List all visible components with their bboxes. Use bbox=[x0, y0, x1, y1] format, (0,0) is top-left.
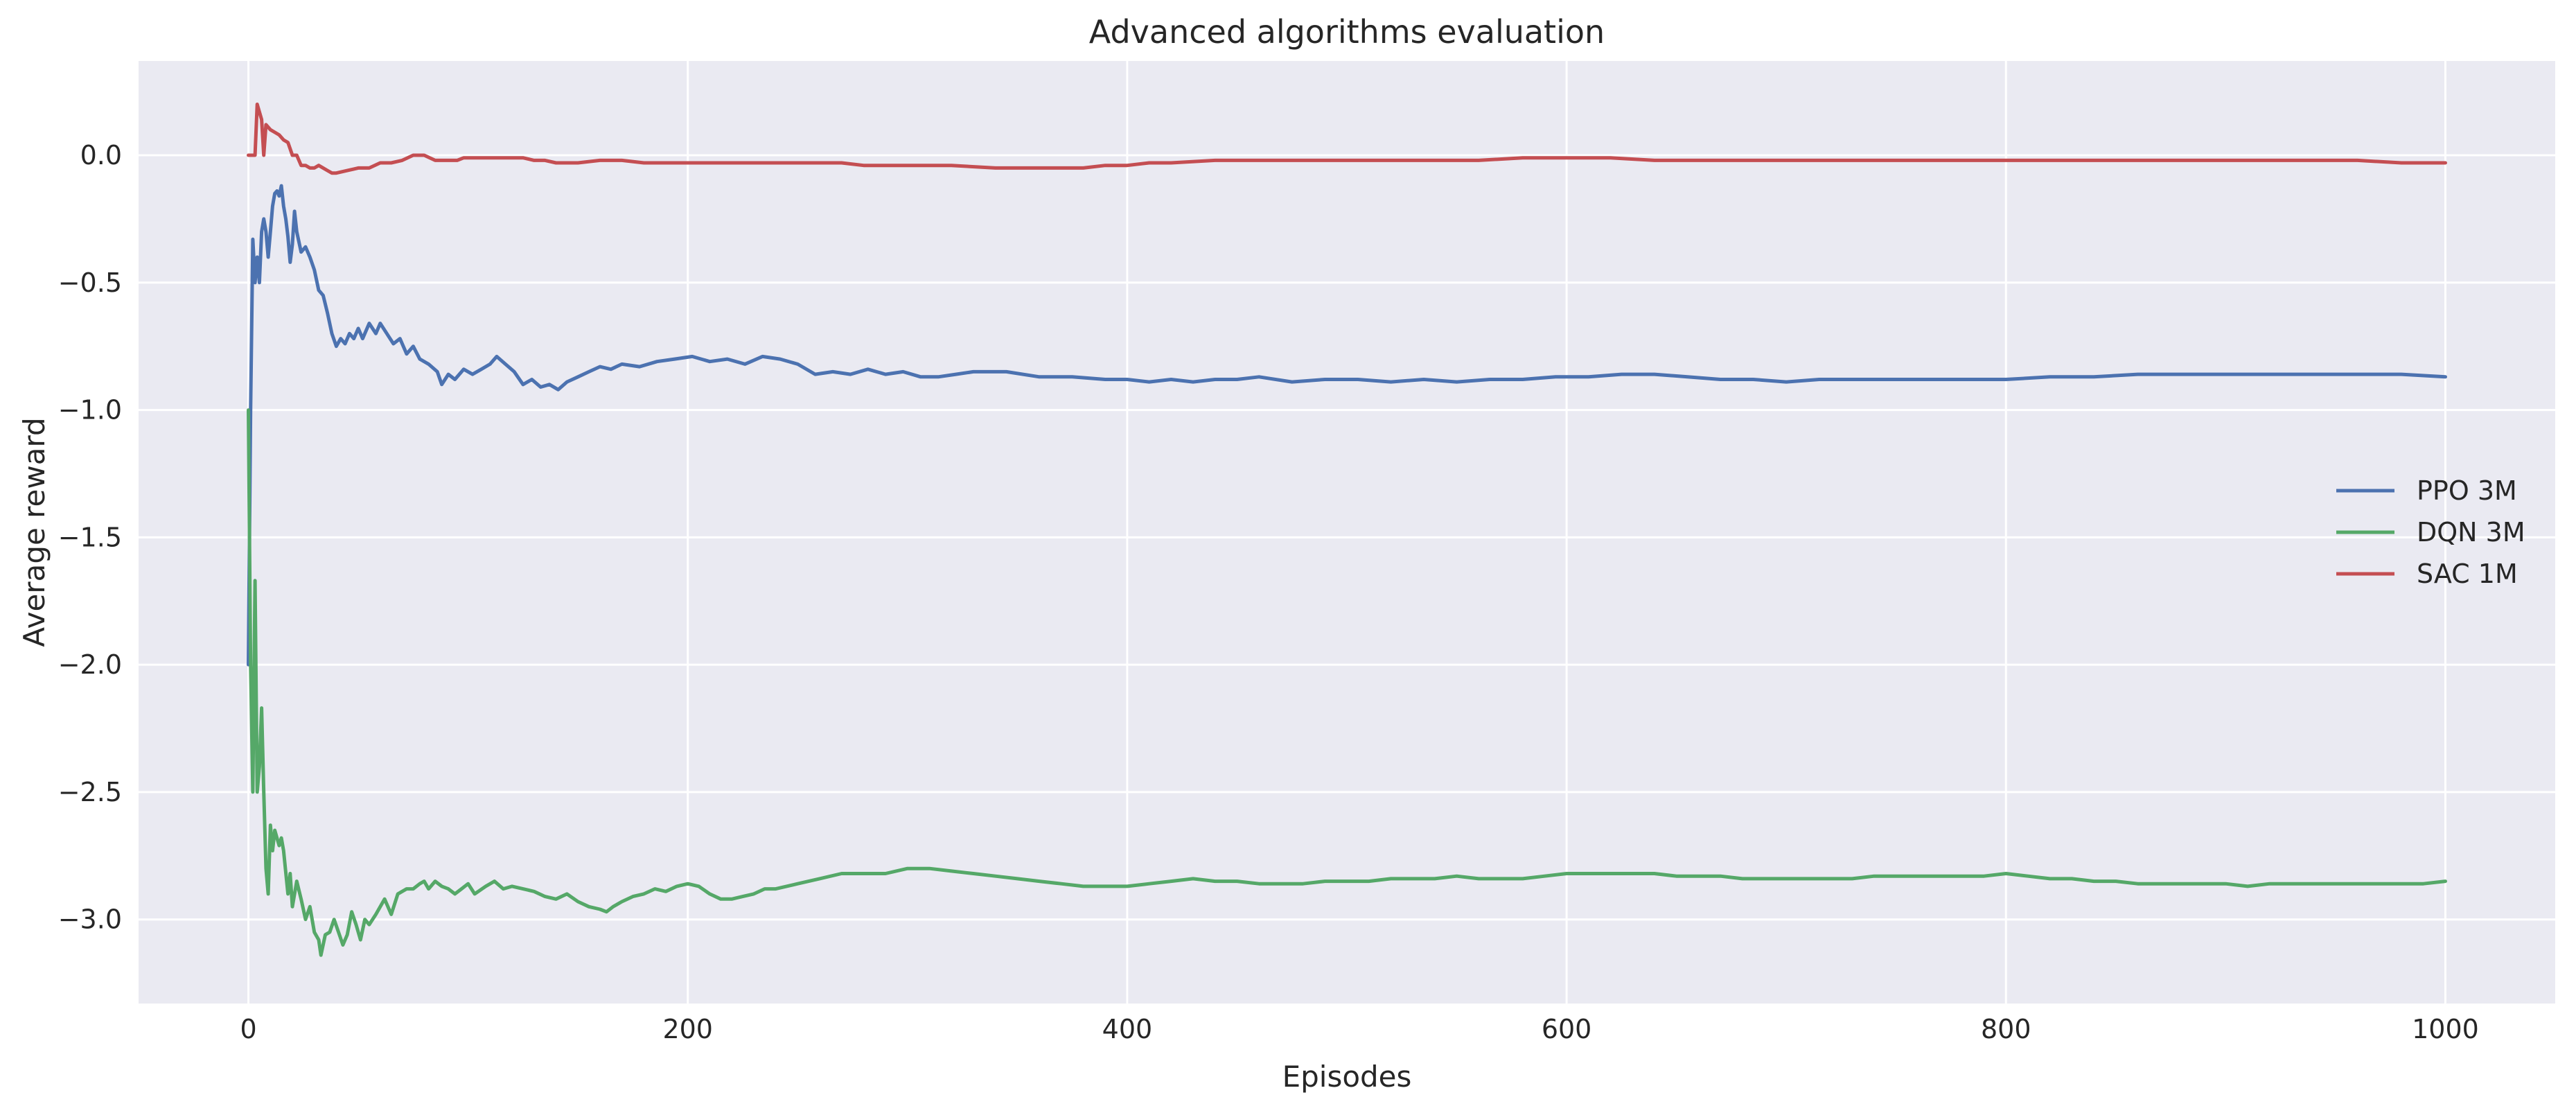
grid-lines bbox=[139, 61, 2555, 1004]
x-tick-label: 800 bbox=[1981, 1014, 2031, 1044]
legend-label-0: PPO 3M bbox=[2417, 475, 2517, 506]
x-tick-label: 0 bbox=[240, 1014, 256, 1044]
series-line-0 bbox=[247, 184, 2447, 667]
x-tick-label: 1000 bbox=[2412, 1014, 2479, 1044]
plot-background bbox=[139, 61, 2555, 1004]
x-axis-ticks: 0 200 400 600 800 1000 bbox=[240, 1014, 2478, 1044]
series-layer bbox=[247, 103, 2447, 957]
y-tick-label: −0.5 bbox=[58, 268, 122, 298]
y-tick-label: −1.0 bbox=[58, 395, 122, 426]
chart-title: Advanced algorithms evaluation bbox=[1089, 13, 1605, 51]
x-axis-label: Episodes bbox=[1282, 1060, 1412, 1094]
y-axis-label: Average reward bbox=[17, 417, 51, 647]
legend-label-1: DQN 3M bbox=[2417, 517, 2525, 547]
series-line-2 bbox=[247, 103, 2447, 175]
x-tick-label: 200 bbox=[662, 1014, 713, 1044]
legend: PPO 3M DQN 3M SAC 1M bbox=[2336, 475, 2525, 589]
y-tick-label: −3.0 bbox=[58, 904, 122, 935]
y-axis-ticks: 0.0 −0.5 −1.0 −1.5 −2.0 −2.5 −3.0 bbox=[58, 140, 122, 935]
y-tick-label: −2.0 bbox=[58, 649, 122, 680]
y-tick-label: −1.5 bbox=[58, 522, 122, 552]
legend-label-2: SAC 1M bbox=[2417, 559, 2518, 589]
x-tick-label: 400 bbox=[1102, 1014, 1153, 1044]
y-tick-label: 0.0 bbox=[80, 140, 122, 170]
series-line-1 bbox=[247, 408, 2447, 957]
x-tick-label: 600 bbox=[1542, 1014, 1592, 1044]
y-tick-label: −2.5 bbox=[58, 777, 122, 807]
